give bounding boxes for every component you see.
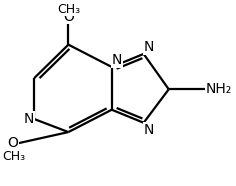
Text: N: N [112, 53, 122, 67]
Text: O: O [7, 136, 18, 150]
Text: N: N [144, 40, 154, 54]
Text: NH₂: NH₂ [205, 82, 232, 96]
Text: CH₃: CH₃ [57, 3, 80, 16]
Text: N: N [24, 112, 34, 126]
Text: CH₃: CH₃ [2, 150, 25, 163]
Text: O: O [63, 10, 74, 24]
Text: N: N [144, 123, 154, 137]
